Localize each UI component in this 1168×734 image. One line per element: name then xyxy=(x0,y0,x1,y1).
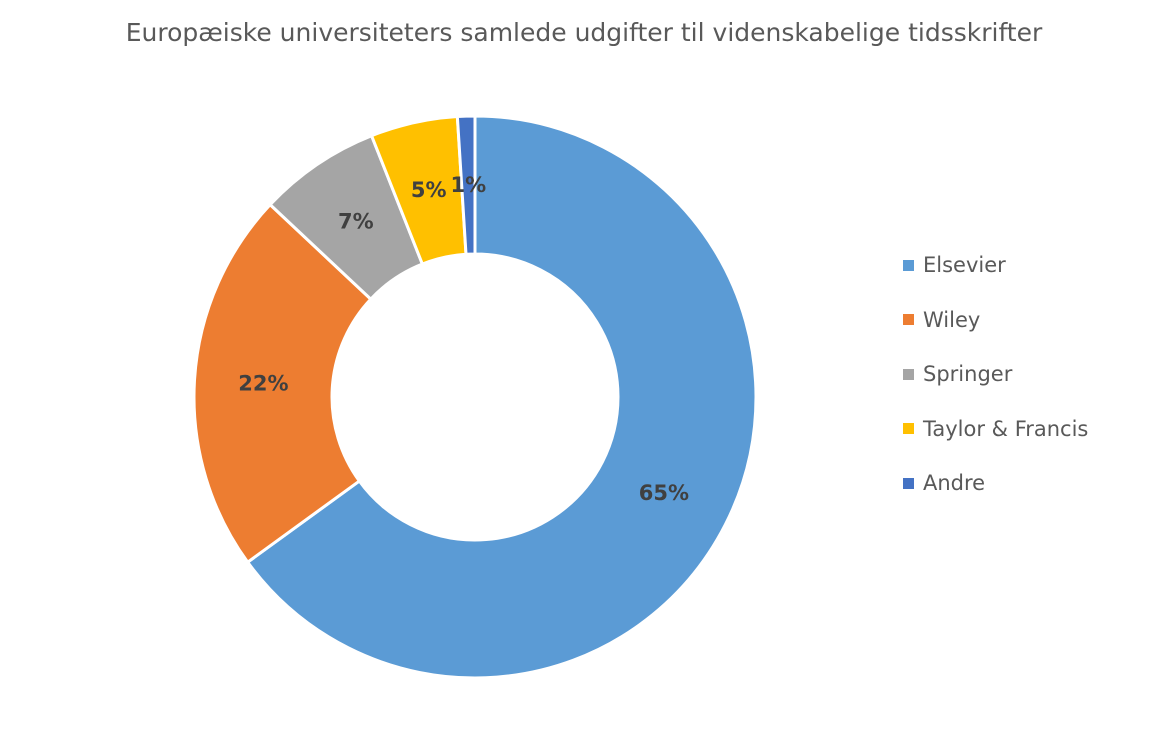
legend-item: Elsevier xyxy=(903,238,1088,293)
slice-andre xyxy=(455,114,477,256)
legend-swatch-icon xyxy=(903,368,914,380)
legend-label: Elsevier xyxy=(923,253,1006,278)
legend-item: Springer xyxy=(903,347,1088,402)
legend-label: Taylor & Francis xyxy=(923,416,1089,441)
legend-label: Wiley xyxy=(923,307,981,332)
legend: Elsevier Wiley Springer Taylor & Francis And… xyxy=(903,238,1088,511)
data-label: 5% xyxy=(411,178,447,202)
legend-item: Wiley xyxy=(903,293,1088,348)
legend-swatch-icon xyxy=(903,477,914,489)
legend-swatch-icon xyxy=(903,314,914,326)
data-label: 7% xyxy=(338,210,374,234)
data-label: 22% xyxy=(238,372,288,396)
legend-item: Taylor & Francis xyxy=(903,402,1088,457)
data-label: 1% xyxy=(451,173,487,197)
slice-wiley xyxy=(192,202,373,565)
legend-swatch-icon xyxy=(903,259,914,271)
legend-item: Andre xyxy=(903,456,1088,511)
legend-swatch-icon xyxy=(903,423,914,435)
slice-elsevier xyxy=(245,114,758,680)
legend-label: Andre xyxy=(923,471,986,496)
chart-title: Europæiske universiteters samlede udgift… xyxy=(125,18,1043,47)
data-label: 65% xyxy=(639,481,689,505)
legend-label: Springer xyxy=(923,362,1013,387)
